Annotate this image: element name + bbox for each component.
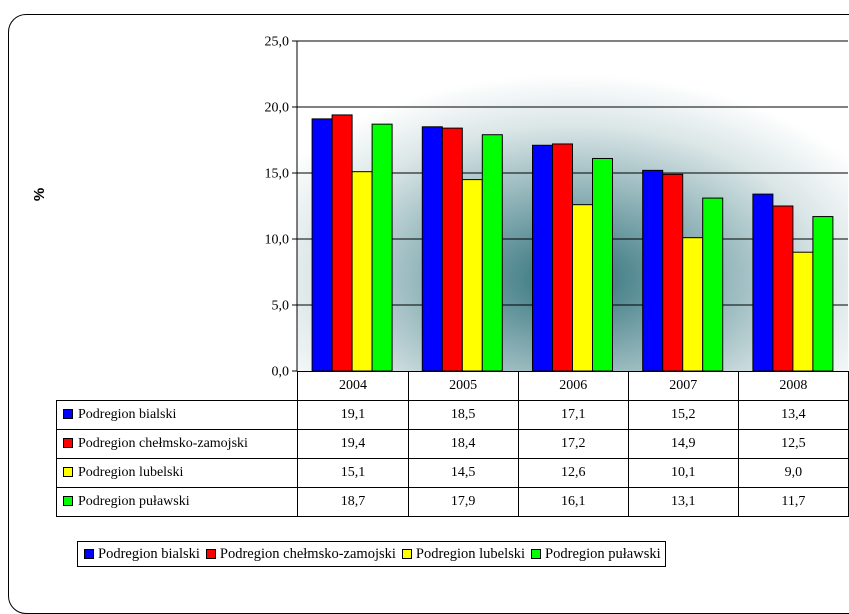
series-name: Podregion bialski bbox=[78, 407, 177, 422]
data-cell: 17,1 bbox=[517, 400, 629, 430]
legend-item: Podregion lubelski bbox=[401, 545, 526, 563]
legend: Podregion bialski Podregion chełmsko-zamo… bbox=[77, 541, 666, 567]
data-cell: 13,4 bbox=[737, 400, 849, 430]
bar bbox=[792, 251, 814, 372]
table-row: Podregion puławski 18,7 17,9 16,1 13,1 11,7 bbox=[55, 487, 849, 517]
x-category-label: 2007 bbox=[627, 371, 739, 401]
bar bbox=[441, 127, 463, 372]
bar bbox=[371, 123, 393, 372]
table-row: Podregion bialski 19,1 18,5 17,1 15,2 13,4 bbox=[55, 400, 849, 430]
series-swatch bbox=[63, 438, 73, 448]
y-tick-label: 10,0 bbox=[265, 233, 290, 248]
data-cell: 18,7 bbox=[297, 487, 409, 517]
series-label: Podregion lubelski bbox=[55, 458, 299, 488]
bar bbox=[812, 216, 834, 372]
table-row: Podregion lubelski 15,1 14,5 12,6 10,1 9,0 bbox=[55, 458, 849, 488]
x-category-label: 2004 bbox=[297, 371, 409, 401]
bar bbox=[642, 169, 664, 372]
data-cell: 13,1 bbox=[627, 487, 739, 517]
bar bbox=[351, 171, 373, 372]
legend-label: Podregion puławski bbox=[545, 545, 661, 562]
x-category-label: 2008 bbox=[737, 371, 849, 401]
data-cell: 17,9 bbox=[407, 487, 519, 517]
series-swatch bbox=[63, 409, 73, 419]
data-cell: 15,2 bbox=[627, 400, 739, 430]
data-cell: 17,2 bbox=[517, 429, 629, 459]
bar bbox=[532, 144, 553, 372]
y-tick-label: 15,0 bbox=[265, 167, 290, 182]
legend-swatch bbox=[401, 549, 412, 559]
data-cell: 10,1 bbox=[627, 458, 739, 488]
series-swatch bbox=[63, 467, 73, 477]
x-category-label: 2006 bbox=[517, 371, 629, 401]
legend-label: Podregion chełmsko-zamojski bbox=[219, 545, 396, 562]
series-label: Podregion puławski bbox=[55, 487, 299, 517]
legend-label: Podregion lubelski bbox=[415, 545, 526, 562]
y-tick-label: 5,0 bbox=[272, 299, 290, 314]
bar bbox=[572, 204, 593, 372]
y-tick-label: 20,0 bbox=[265, 101, 290, 116]
data-cell: 11,7 bbox=[737, 487, 849, 517]
chart-plot: 0,05,010,015,020,025,0 bbox=[265, 35, 848, 380]
legend-item: Podregion bialski bbox=[84, 546, 200, 563]
data-cell: 14,9 bbox=[627, 429, 739, 459]
data-cell: 18,5 bbox=[407, 400, 519, 430]
data-cell: 15,1 bbox=[297, 458, 409, 488]
data-cell: 12,6 bbox=[517, 458, 629, 488]
bar bbox=[552, 143, 573, 372]
bar bbox=[461, 179, 483, 372]
table-header-row: 2004 2005 2006 2007 2008 bbox=[56, 371, 849, 401]
bar bbox=[331, 114, 353, 372]
y-axis-label: % bbox=[31, 187, 49, 202]
bar bbox=[662, 173, 684, 372]
data-cell: 12,5 bbox=[737, 429, 849, 459]
bar bbox=[311, 118, 333, 372]
series-name: Podregion puławski bbox=[78, 494, 190, 509]
series-label: Podregion bialski bbox=[55, 400, 299, 430]
data-cell: 19,1 bbox=[297, 400, 409, 430]
legend-item: Podregion chełmsko-zamojski bbox=[205, 545, 396, 563]
legend-swatch bbox=[84, 549, 94, 559]
series-name: Podregion chełmsko-zamojski bbox=[78, 436, 248, 451]
legend-label: Podregion bialski bbox=[98, 545, 200, 562]
series-name: Podregion lubelski bbox=[78, 465, 184, 480]
x-category-label: 2005 bbox=[407, 371, 519, 401]
series-label: Podregion chełmsko-zamojski bbox=[55, 429, 299, 459]
bar bbox=[702, 197, 724, 372]
series-swatch bbox=[63, 496, 73, 506]
legend-swatch bbox=[205, 549, 216, 559]
bar bbox=[481, 134, 503, 372]
table-row: Podregion chełmsko-zamojski 19,4 18,4 17,2 1… bbox=[55, 429, 849, 459]
legend-item: Podregion puławski bbox=[531, 546, 661, 563]
bar bbox=[752, 193, 774, 372]
bar bbox=[772, 205, 794, 372]
legend-swatch bbox=[531, 549, 542, 559]
data-cell: 16,1 bbox=[517, 487, 629, 517]
data-table: 2004 2005 2006 2007 2008 Podregion bialski 19,… bbox=[55, 371, 849, 517]
bar bbox=[421, 126, 443, 372]
data-cell: 14,5 bbox=[407, 458, 519, 488]
data-cell: 19,4 bbox=[297, 429, 409, 459]
y-tick-label: 25,0 bbox=[265, 35, 290, 50]
bar bbox=[682, 237, 704, 372]
data-cell: 9,0 bbox=[737, 458, 849, 488]
bar bbox=[592, 157, 613, 372]
data-cell: 18,4 bbox=[407, 429, 519, 459]
